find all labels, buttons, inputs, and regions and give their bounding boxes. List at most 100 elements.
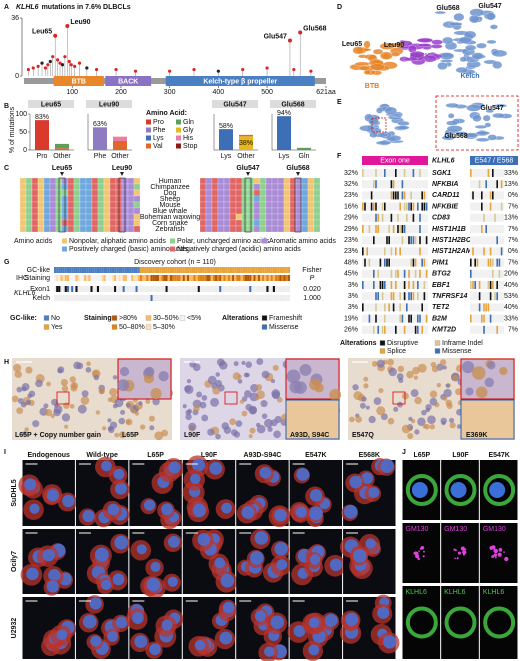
lollipop bbox=[192, 67, 196, 72]
btb-structure bbox=[358, 65, 370, 71]
cell bbox=[329, 389, 342, 401]
nucleus bbox=[115, 616, 128, 629]
alignment-cell bbox=[223, 201, 231, 209]
alteration bbox=[414, 236, 417, 245]
alteration bbox=[373, 281, 375, 289]
strip bbox=[470, 191, 504, 200]
nucleus bbox=[324, 613, 338, 627]
alignment-cell bbox=[109, 225, 117, 233]
category-label: Other bbox=[111, 153, 129, 160]
exon-cell bbox=[79, 286, 82, 292]
legend-title: Amino acids bbox=[14, 238, 53, 245]
exon-cell bbox=[262, 286, 265, 292]
alignment-cell bbox=[253, 195, 261, 203]
alignment-cell bbox=[43, 195, 51, 203]
cell bbox=[440, 359, 447, 366]
cell bbox=[98, 387, 105, 395]
alteration bbox=[403, 169, 406, 177]
exon-cell bbox=[62, 286, 65, 292]
golgi bbox=[413, 552, 416, 555]
staining-cell bbox=[84, 275, 87, 281]
nucleus bbox=[112, 573, 125, 586]
kelch-structure bbox=[492, 61, 503, 69]
gc-cell bbox=[122, 267, 125, 273]
exon-cell bbox=[223, 286, 226, 292]
alignment-cell bbox=[91, 219, 99, 227]
alignment-cell bbox=[43, 201, 51, 209]
alteration bbox=[379, 258, 382, 267]
alignment-cell bbox=[283, 213, 291, 221]
nucleus bbox=[89, 597, 102, 610]
legend-title: Alterations bbox=[340, 340, 377, 347]
exon-cell bbox=[236, 286, 239, 292]
panel-label: D bbox=[337, 4, 342, 11]
cell bbox=[387, 417, 395, 425]
alignment-cell bbox=[103, 201, 111, 209]
gene: TET2 bbox=[432, 304, 449, 311]
alignment-cell bbox=[133, 177, 141, 185]
alignment-cell bbox=[103, 195, 111, 203]
gc-cell bbox=[118, 267, 121, 273]
alignment-cell bbox=[205, 213, 213, 221]
lollipop bbox=[48, 59, 52, 64]
alteration bbox=[381, 213, 384, 222]
alteration bbox=[485, 180, 487, 189]
exon-cell bbox=[285, 286, 288, 292]
kelch-cell bbox=[141, 295, 145, 301]
alignment-cell bbox=[301, 213, 309, 221]
alignment-cell bbox=[301, 183, 309, 191]
legend-swatch bbox=[43, 324, 50, 330]
panel-label: B bbox=[4, 103, 9, 110]
alignment-cell bbox=[127, 201, 135, 209]
alteration bbox=[496, 325, 498, 334]
kelch-cell bbox=[257, 295, 260, 301]
percent: 3% bbox=[348, 293, 358, 300]
alignment-cell bbox=[283, 195, 291, 203]
gc-cell bbox=[180, 267, 183, 273]
alignment-cell bbox=[301, 219, 309, 227]
bar-segment bbox=[219, 129, 233, 150]
staining-cell bbox=[107, 275, 110, 281]
alteration bbox=[408, 292, 410, 301]
gc-cell bbox=[120, 267, 123, 273]
kelch-cell bbox=[242, 295, 245, 301]
alignment-cell bbox=[49, 183, 57, 191]
alignment-cell bbox=[205, 225, 213, 233]
kelch-zoom bbox=[494, 103, 508, 108]
percent: 32% bbox=[344, 181, 358, 188]
alteration bbox=[364, 202, 366, 211]
segment-label: 38% bbox=[239, 140, 253, 147]
legend-swatch bbox=[170, 246, 175, 252]
alignment-cell bbox=[259, 225, 267, 233]
kelch-cell bbox=[281, 295, 284, 301]
caption: E547Q bbox=[352, 432, 374, 439]
gc-cell bbox=[204, 267, 207, 273]
alignment-cell bbox=[31, 177, 39, 185]
alteration bbox=[397, 225, 399, 233]
golgi bbox=[503, 551, 505, 553]
legend-swatch bbox=[379, 348, 386, 354]
kelch-cell bbox=[193, 295, 196, 301]
species: Bohemian waxwing bbox=[140, 214, 200, 221]
kelch-cell bbox=[75, 295, 78, 301]
cell bbox=[117, 379, 130, 392]
kelch-cell bbox=[174, 295, 177, 301]
cell bbox=[429, 424, 436, 430]
alteration bbox=[419, 225, 421, 233]
alignment-cell bbox=[205, 183, 213, 191]
alteration bbox=[481, 314, 483, 323]
staining-cell bbox=[244, 275, 248, 281]
alignment-cell bbox=[271, 225, 279, 233]
cell bbox=[229, 418, 236, 426]
gc-cell bbox=[268, 267, 271, 273]
kelch-zoom bbox=[474, 124, 488, 129]
alteration bbox=[410, 202, 412, 211]
staining-cell bbox=[187, 275, 190, 281]
staining-cell bbox=[105, 275, 108, 281]
alignment-cell bbox=[259, 213, 267, 221]
alteration bbox=[390, 191, 393, 200]
alteration bbox=[412, 202, 415, 211]
alignment-cell bbox=[265, 225, 273, 233]
alignment-cell bbox=[73, 201, 81, 209]
gc-cell bbox=[66, 267, 70, 273]
